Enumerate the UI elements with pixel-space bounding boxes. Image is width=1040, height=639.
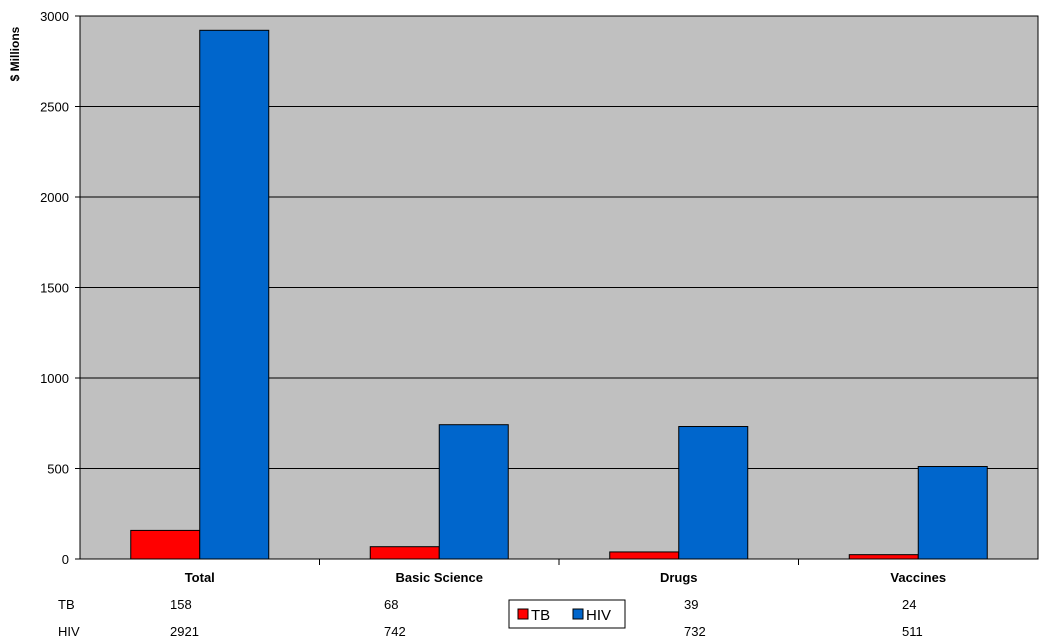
data-table: TB 158 68 39 24 HIV 2921 742 732 511	[58, 597, 923, 639]
category-label: Drugs	[660, 570, 698, 585]
bar-hiv-1	[438, 424, 509, 560]
category-label: Basic Science	[396, 570, 483, 585]
bars	[130, 29, 988, 560]
table-cell: 24	[902, 597, 916, 612]
y-tick-label: 2500	[40, 100, 69, 115]
table-cell: 732	[684, 624, 706, 639]
bar-tb-2	[609, 551, 680, 560]
y-tick-label: 0	[62, 552, 69, 567]
y-tick-label: 1000	[40, 371, 69, 386]
bar-tb-3	[848, 554, 919, 560]
y-axis-title: $ Millions	[8, 26, 22, 81]
y-tick-label: 2000	[40, 190, 69, 205]
y-tick-label: 3000	[40, 9, 69, 24]
bar-hiv-3	[917, 466, 988, 560]
bar-hiv-2	[678, 426, 749, 560]
category-label: Total	[185, 570, 215, 585]
table-row-label-hiv: HIV	[58, 624, 80, 639]
table-cell: 68	[384, 597, 398, 612]
y-tick-label: 1500	[40, 281, 69, 296]
legend-label-hiv: HIV	[586, 607, 611, 624]
axes	[75, 15, 799, 565]
category-labels: Total Basic Science Drugs Vaccines	[185, 570, 946, 585]
y-tick-labels: 0 500 1000 1500 2000 2500 3000	[40, 9, 69, 567]
table-cell: 158	[170, 597, 192, 612]
legend-swatch-tb	[517, 608, 529, 620]
bar-tb-0	[130, 529, 201, 560]
legend-label-tb: TB	[531, 607, 550, 624]
category-label: Vaccines	[890, 570, 946, 585]
table-cell: 2921	[170, 624, 199, 639]
legend-swatch-hiv	[572, 608, 584, 620]
bar-hiv-0	[199, 29, 270, 560]
y-tick-label: 500	[47, 462, 69, 477]
bar-tb-1	[369, 546, 440, 560]
table-cell: 39	[684, 597, 698, 612]
table-row-label-tb: TB	[58, 597, 75, 612]
table-cell: 742	[384, 624, 406, 639]
legend: TB HIV	[508, 599, 626, 629]
table-cell: 511	[902, 624, 923, 639]
